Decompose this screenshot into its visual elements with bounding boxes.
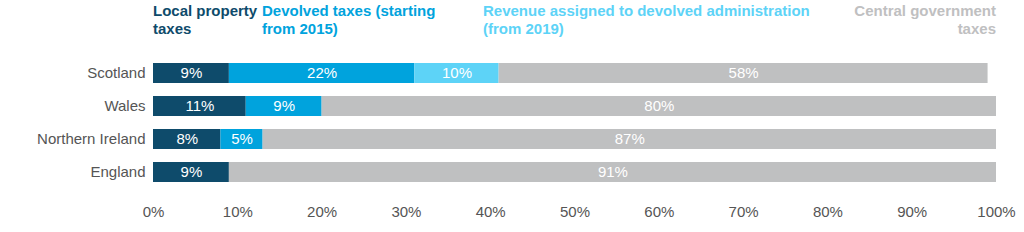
svg-text:8%: 8%: [176, 130, 198, 147]
svg-text:58%: 58%: [729, 64, 759, 81]
svg-text:9%: 9%: [181, 64, 203, 81]
svg-text:80%: 80%: [644, 97, 674, 114]
svg-text:10%: 10%: [223, 203, 253, 220]
svg-text:22%: 22%: [307, 64, 337, 81]
html-text:Revenue assigned to devolved a: Revenue assigned to devolved administrat…: [483, 2, 810, 37]
svg-text:40%: 40%: [476, 203, 506, 220]
svg-text:70%: 70%: [729, 203, 759, 220]
svg-text:10%: 10%: [442, 64, 472, 81]
svg-text:5%: 5%: [231, 130, 253, 147]
svg-text:Northern Ireland: Northern Ireland: [37, 130, 145, 147]
svg-text:50%: 50%: [560, 203, 590, 220]
svg-text:91%: 91%: [598, 163, 628, 180]
svg-text:0%: 0%: [143, 203, 165, 220]
svg-text:80%: 80%: [813, 203, 843, 220]
svg-text:87%: 87%: [615, 130, 645, 147]
svg-text:20%: 20%: [307, 203, 337, 220]
svg-text:60%: 60%: [644, 203, 674, 220]
svg-text:England: England: [90, 163, 145, 180]
svg-text:Wales: Wales: [104, 97, 145, 114]
svg-text:100%: 100%: [977, 203, 1015, 220]
svg-text:11%: 11%: [185, 97, 214, 114]
svg-text:90%: 90%: [897, 203, 927, 220]
svg-text:30%: 30%: [391, 203, 421, 220]
html-text:Central government taxes: Central government taxes: [854, 2, 996, 37]
svg-text:Scotland: Scotland: [87, 64, 145, 81]
svg-text:9%: 9%: [273, 97, 295, 114]
svg-text:9%: 9%: [181, 163, 203, 180]
html-text:Devolved taxes (starting from: Devolved taxes (starting from 2015): [262, 2, 436, 37]
html-text:Local property taxes: Local property taxes: [153, 2, 258, 37]
